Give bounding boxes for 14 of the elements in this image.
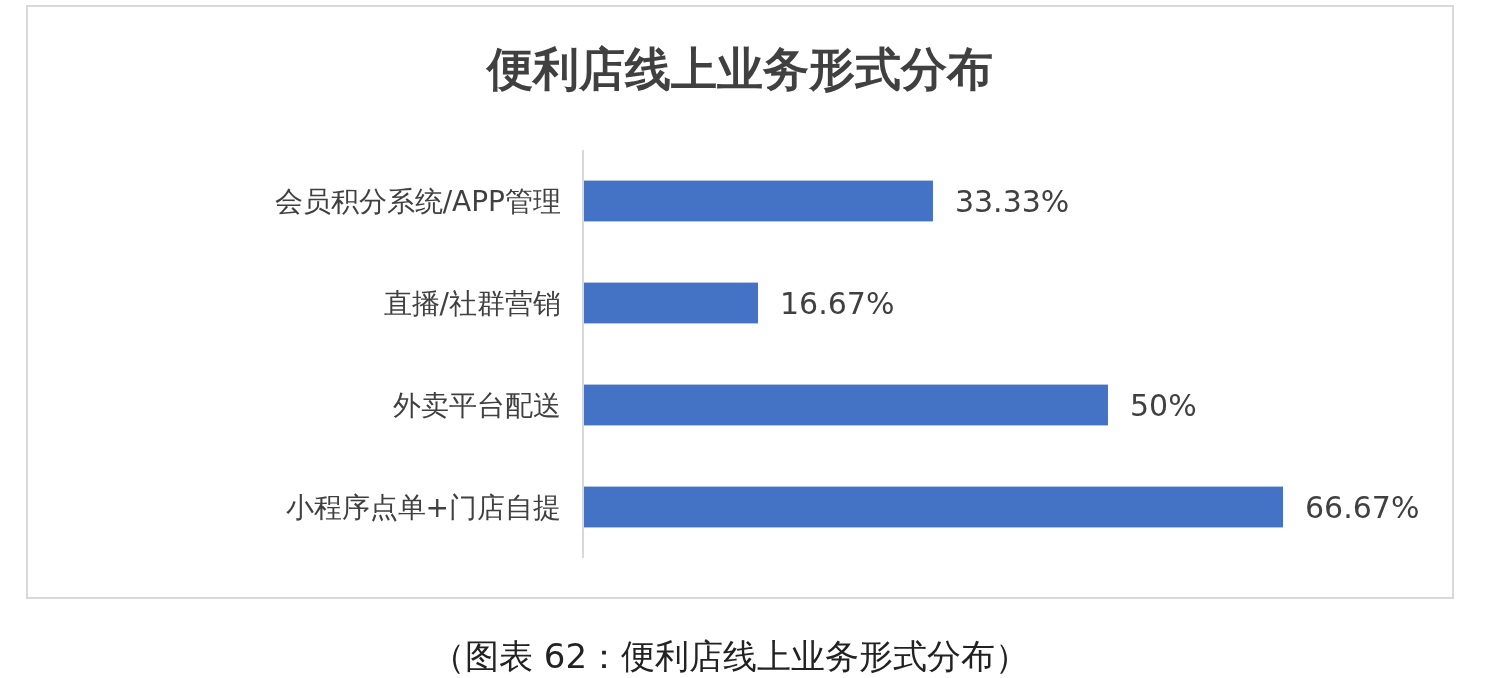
bar [583, 282, 759, 324]
data-label: 16.67% [780, 286, 895, 321]
y-tick-label: 外卖平台配送 [393, 389, 561, 422]
bar [583, 180, 933, 222]
y-tick-label: 会员积分系统/APP管理 [274, 185, 561, 218]
bar [583, 486, 1283, 528]
data-label: 33.33% [954, 184, 1070, 219]
bar [583, 384, 1108, 426]
data-label: 66.67% [1305, 490, 1420, 525]
text: （图表 62：便利店线上业务形式分布） [430, 636, 1030, 676]
y-tick-label: 直播/社群营销 [383, 287, 561, 320]
y-tick-label: 小程序点单+门店自提 [285, 491, 561, 524]
data-label: 50% [1129, 388, 1197, 423]
chart-title: 便利店线上业务形式分布 [485, 42, 993, 96]
